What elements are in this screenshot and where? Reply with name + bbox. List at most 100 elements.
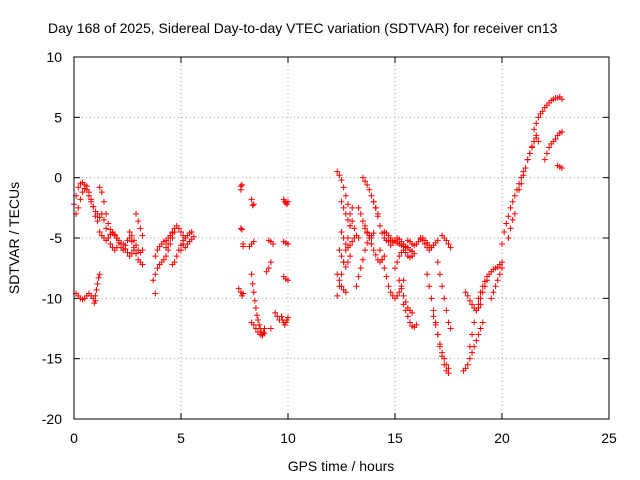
data-point <box>419 237 426 244</box>
series-s7 <box>98 210 120 254</box>
data-point <box>250 289 257 296</box>
data-point <box>428 295 435 302</box>
x-tick-label: 5 <box>177 430 185 446</box>
data-point <box>447 325 454 332</box>
data-point <box>462 289 469 296</box>
data-point <box>400 301 407 308</box>
data-point <box>359 174 366 181</box>
series-s17 <box>178 228 195 254</box>
data-point <box>105 235 112 241</box>
data-point <box>488 295 495 302</box>
data-point <box>139 232 146 239</box>
data-point <box>505 235 512 241</box>
data-point <box>434 259 441 266</box>
data-point <box>252 304 259 311</box>
data-point <box>441 295 448 302</box>
series-s68 <box>554 162 565 172</box>
series-s56 <box>439 232 454 251</box>
data-point <box>342 210 349 217</box>
data-point <box>364 239 371 246</box>
data-point <box>362 222 369 229</box>
data-point <box>152 271 159 278</box>
data-point <box>240 243 247 250</box>
data-point <box>528 143 535 150</box>
data-point <box>432 321 439 328</box>
data-point <box>539 108 546 115</box>
data-point <box>342 192 349 199</box>
data-point <box>94 280 101 287</box>
data-point <box>509 216 516 223</box>
data-point <box>507 204 514 211</box>
data-point <box>464 361 471 368</box>
data-point <box>383 273 390 280</box>
data-point <box>477 289 484 296</box>
data-point <box>75 204 82 211</box>
series-s33 <box>278 313 291 328</box>
data-point <box>520 172 527 179</box>
data-point <box>441 355 448 362</box>
data-point <box>426 283 433 290</box>
data-points <box>71 93 565 377</box>
data-point <box>490 289 497 296</box>
data-point <box>285 198 291 205</box>
data-point <box>364 228 371 235</box>
y-tick-label: -10 <box>42 290 62 306</box>
series-s25 <box>248 319 268 339</box>
data-point <box>439 349 446 356</box>
data-point <box>526 150 533 157</box>
data-point <box>362 247 369 254</box>
data-point <box>253 312 260 319</box>
data-point <box>379 256 386 263</box>
data-point <box>92 213 99 220</box>
data-point <box>398 285 405 292</box>
data-point <box>477 325 484 332</box>
data-point <box>347 242 354 249</box>
data-point <box>558 128 565 135</box>
data-point <box>377 247 384 254</box>
data-point <box>175 225 182 232</box>
y-tick-label: -20 <box>42 411 62 427</box>
data-point <box>368 241 375 248</box>
data-point <box>466 355 473 362</box>
data-point <box>336 247 343 254</box>
series-s51 <box>404 235 435 251</box>
series-s49 <box>396 277 416 316</box>
series-s9 <box>120 241 146 268</box>
data-point <box>261 330 268 337</box>
series-s40 <box>353 230 377 290</box>
data-point <box>336 277 343 284</box>
data-point <box>413 321 420 328</box>
data-point <box>396 277 403 284</box>
data-point <box>256 321 263 328</box>
data-point <box>249 280 256 287</box>
data-point <box>396 289 403 296</box>
data-point <box>111 231 118 238</box>
plot-frame <box>73 56 610 420</box>
data-point <box>115 239 122 246</box>
data-point <box>338 177 345 184</box>
data-point <box>342 263 349 270</box>
series-s65 <box>524 134 542 163</box>
data-point <box>96 228 103 235</box>
data-point <box>237 225 244 232</box>
data-point <box>445 241 452 248</box>
data-point <box>511 210 518 217</box>
data-point <box>402 249 409 256</box>
series-s48 <box>392 247 418 272</box>
data-point <box>95 274 102 281</box>
data-point <box>479 283 486 290</box>
data-point <box>469 331 476 338</box>
data-point <box>355 204 362 211</box>
data-point <box>113 235 120 241</box>
data-point <box>139 261 146 268</box>
data-point <box>267 259 274 266</box>
data-point <box>285 277 291 284</box>
data-point <box>171 259 178 266</box>
data-point <box>531 126 538 133</box>
data-point <box>443 307 450 314</box>
data-point <box>404 313 411 320</box>
series-s14 <box>152 290 159 297</box>
y-tick-label: 5 <box>54 109 62 125</box>
data-point <box>100 216 107 223</box>
data-point <box>135 218 142 225</box>
